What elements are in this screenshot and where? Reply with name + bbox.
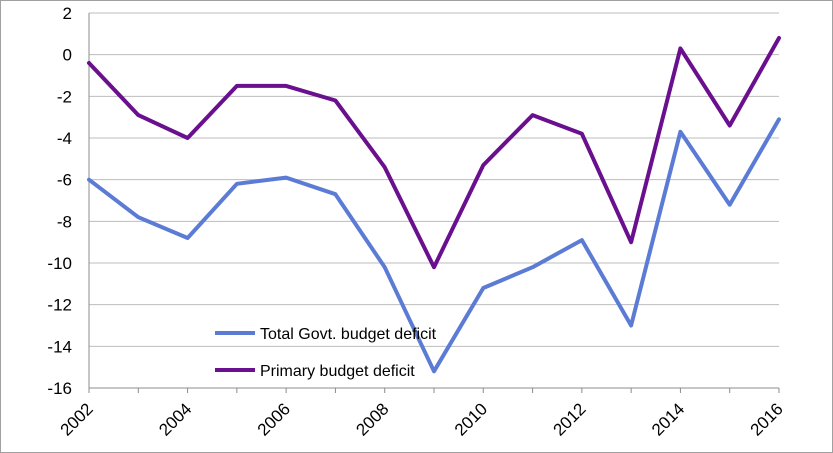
- x-tick-label: 2006: [254, 399, 294, 439]
- y-tick-label: -10: [47, 254, 72, 273]
- y-tick-label: -2: [57, 87, 72, 106]
- y-tick-label: -14: [47, 337, 72, 356]
- legend-label: Total Govt. budget deficit: [260, 326, 437, 343]
- y-tick-label: -4: [57, 129, 72, 148]
- legend-label: Primary budget deficit: [260, 363, 415, 380]
- x-tick-label: 2010: [451, 399, 491, 439]
- legend: Total Govt. budget deficit Primary budget…: [215, 326, 437, 380]
- series-line-1: [87, 117, 781, 374]
- x-tick-label: 2012: [550, 399, 590, 439]
- y-axis-tick-labels: 2 0 -2 -4 -6 -8 -10 -12 -14 -16: [47, 4, 72, 398]
- y-tick-label: -16: [47, 379, 72, 398]
- axes: [88, 13, 780, 393]
- x-tick-label: 2008: [352, 399, 392, 439]
- x-tick-label: 2004: [155, 399, 195, 439]
- x-tick-label: 2002: [57, 399, 97, 439]
- y-tick-label: -8: [57, 212, 72, 231]
- y-tick-label: -12: [47, 296, 72, 315]
- y-tick-label: -6: [57, 171, 72, 190]
- x-tick-label: 2014: [648, 399, 688, 439]
- series-line-2: [87, 36, 781, 270]
- series-lines: [87, 36, 781, 374]
- x-tick-label: 2016: [747, 399, 787, 439]
- y-tick-label: 0: [63, 46, 72, 65]
- y-tick-label: 2: [63, 4, 72, 23]
- x-axis-tick-labels: 2002 2004 2006 2008 2010 2012 2014 2016: [57, 399, 787, 439]
